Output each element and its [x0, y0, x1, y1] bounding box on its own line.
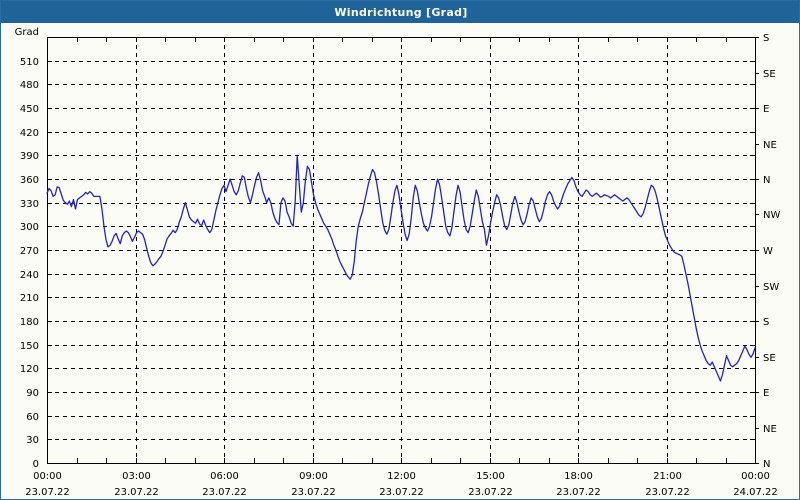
axis-frame — [47, 37, 756, 464]
x-axis-time-label: 15:00 — [476, 471, 505, 482]
x-axis-time-label: 18:00 — [564, 471, 593, 482]
y2-compass-label: S — [763, 317, 769, 328]
y-axis-tick-label: 180 — [20, 317, 39, 328]
y2-compass-label: SW — [763, 282, 779, 293]
y2-compass-label: W — [763, 246, 773, 257]
x-axis-date-label: 23.07.22 — [556, 487, 601, 498]
x-axis-date-label: 23.07.22 — [25, 487, 70, 498]
x-axis-time-label: 00:00 — [741, 471, 770, 482]
wind-direction-line-chart: 0 30 60 90 120 150 180 210 240 270 300 330 360 390 420… — [15, 27, 781, 498]
y-axis-tick-label: 270 — [20, 246, 39, 257]
x-axis-labels: 00:00 23.07.22 03:00 23.07.22 06:00 23.07.22 0… — [25, 471, 778, 498]
y-axis-tick-label: 60 — [26, 412, 39, 423]
y2-compass-label: S — [763, 33, 769, 44]
y-axis-tick-label: 360 — [20, 175, 39, 186]
y2-compass-label: E — [763, 388, 769, 399]
y-axis-tick-label: 30 — [26, 435, 39, 446]
y-axis-labels: 0 30 60 90 120 150 180 210 240 270 300 330 360 390 420… — [20, 57, 39, 470]
y-axis-tick-label: 450 — [20, 104, 39, 115]
y-axis-tick-label: 0 — [33, 459, 39, 470]
wind-direction-series-line — [46, 154, 756, 382]
x-axis-time-label: 21:00 — [653, 471, 682, 482]
y2-axis-compass-labels: N NE E SE S SW W NW N NE E SE S — [763, 33, 780, 470]
x-axis-date-label: 23.07.22 — [114, 487, 159, 498]
x-axis-time-label: 06:00 — [210, 471, 239, 482]
x-axis-date-label: 23.07.22 — [291, 487, 336, 498]
y-axis-tick-label: 480 — [20, 80, 39, 91]
y2-compass-label: E — [763, 104, 769, 115]
y2-compass-label: SE — [763, 353, 776, 364]
x-axis-date-label: 23.07.22 — [645, 487, 690, 498]
y2-compass-label: N — [763, 459, 770, 470]
vertical-gridlines — [136, 37, 668, 463]
y-axis-tick-label: 420 — [20, 128, 39, 139]
y-axis-tick-label: 390 — [20, 151, 39, 162]
x-axis-date-label: 23.07.22 — [202, 487, 247, 498]
y-axis-tick-label: 120 — [20, 364, 39, 375]
y2-compass-label: NE — [763, 424, 777, 435]
y2-compass-label: NE — [763, 140, 777, 151]
y-axis-tick-label: 150 — [20, 341, 39, 352]
y-axis-tick-label: 330 — [20, 199, 39, 210]
y2-compass-label: NW — [763, 210, 780, 221]
chart-plot-area: 0 30 60 90 120 150 180 210 240 270 300 330 360 390 420… — [1, 23, 799, 499]
y-axis-tick-label: 90 — [26, 388, 39, 399]
x-axis-time-label: 03:00 — [122, 471, 151, 482]
y-axis-unit-label: Grad — [15, 27, 39, 38]
x-axis-time-label: 00:00 — [33, 471, 62, 482]
x-axis-time-label: 09:00 — [299, 471, 328, 482]
y2-compass-label: N — [763, 175, 770, 186]
y-axis-tick-label: 240 — [20, 270, 39, 281]
plot-frame — [47, 37, 756, 464]
window-title-bar: Windrichtung [Grad] — [1, 1, 799, 23]
page-title: Windrichtung [Grad] — [334, 5, 468, 19]
y-axis-tick-label: 300 — [20, 222, 39, 233]
y2-compass-label: SE — [763, 69, 776, 80]
y-axis-tick-label: 210 — [20, 293, 39, 304]
x-axis-time-label: 12:00 — [387, 471, 416, 482]
y-axis-tick-label: 510 — [20, 57, 39, 68]
x-axis-date-label: 23.07.22 — [468, 487, 513, 498]
x-axis-date-label: 23.07.22 — [379, 487, 424, 498]
y-axis-unit-label: Grad — [15, 27, 39, 38]
x-axis-date-label: 24.07.22 — [733, 487, 778, 498]
